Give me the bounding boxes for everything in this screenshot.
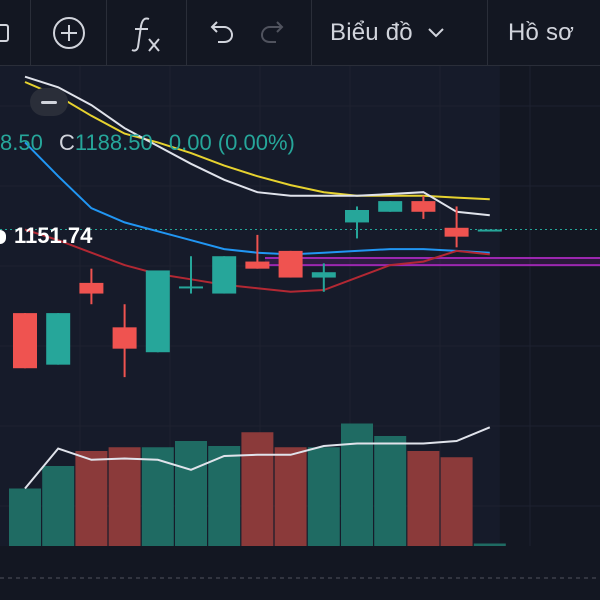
candle-body: [112, 327, 137, 349]
function-fx-icon: [131, 17, 160, 52]
volume-bar: [473, 543, 506, 546]
candle-body: [79, 282, 104, 294]
volume-bar: [108, 447, 141, 546]
plus-circle-icon: [53, 17, 85, 49]
volume-bar: [175, 441, 207, 546]
volume-bar: [241, 432, 274, 546]
toolbar-divider: [311, 0, 312, 66]
candle-body: [345, 210, 369, 223]
volume-bar: [307, 447, 340, 546]
toolbar-divider: [106, 0, 107, 66]
chart-type-label: Biểu đồ: [330, 19, 413, 46]
volume-bar: [141, 447, 174, 546]
volume-bar: [341, 423, 373, 546]
candle-body: [179, 286, 203, 289]
indicators-button[interactable]: [124, 10, 170, 56]
ma-yellow-line: [24, 81, 490, 201]
ohlc-close-key: C: [58, 130, 75, 155]
ohlc-legend: 8.50 C1188.50 0.00 (0.00%): [0, 130, 295, 156]
volume-bar: [374, 436, 407, 546]
candle-body: [311, 272, 336, 278]
candle-body: [212, 256, 237, 294]
candle-body: [13, 313, 37, 369]
candle-body: [444, 227, 469, 237]
ma-red-line: [24, 228, 490, 293]
toolbar-divider: [30, 0, 31, 66]
indicator-value-label: 1151.74: [0, 223, 92, 249]
ohlc-change: 0.00 (0.00%): [168, 130, 295, 155]
volume-bar: [440, 457, 473, 546]
toolbar-divider: [186, 0, 187, 66]
volume-bar: [407, 451, 440, 546]
profile-label: Hồ sơ: [508, 19, 575, 46]
volume-bar: [274, 447, 307, 546]
candle-body: [245, 261, 270, 269]
top-toolbar: Biểu đồ Hồ sơ: [0, 0, 600, 66]
volume-bar: [208, 446, 241, 546]
ma-white-line: [24, 75, 490, 217]
add-indicator-button[interactable]: [46, 10, 92, 56]
volume-bar: [75, 451, 108, 546]
candlestick-chart[interactable]: [0, 66, 600, 600]
legend-collapse-button[interactable]: [30, 88, 68, 116]
ohlc-open-tail: 8.50: [0, 130, 43, 155]
chevron-down-icon: [428, 28, 444, 38]
undo-button[interactable]: [198, 10, 242, 56]
chart-type-dropdown[interactable]: Biểu đồ: [330, 10, 466, 56]
candle-body: [378, 201, 403, 212]
candle-body: [477, 229, 502, 232]
profile-dropdown[interactable]: Hồ sơ: [508, 10, 600, 56]
indicator-dot-icon: [0, 230, 6, 244]
candle-body: [46, 313, 71, 365]
toolbar-divider: [487, 0, 488, 66]
candle-body: [411, 201, 436, 212]
redo-icon: [260, 21, 284, 43]
redo-button[interactable]: [252, 10, 296, 56]
level-band: [265, 258, 600, 266]
minus-icon: [41, 100, 57, 104]
volume-ma-line: [24, 426, 491, 490]
layout-grid-button[interactable]: [0, 10, 14, 56]
candle-body: [278, 250, 303, 278]
ohlc-close-value: 1188.50: [74, 130, 153, 155]
volume-bar: [42, 466, 75, 546]
chart-pane[interactable]: 8.50 C1188.50 0.00 (0.00%) 1151.74: [0, 66, 600, 600]
candle-body: [145, 270, 170, 353]
layout-grid-icon: [0, 24, 9, 42]
undo-icon: [210, 21, 234, 43]
volume-bar: [9, 488, 41, 546]
